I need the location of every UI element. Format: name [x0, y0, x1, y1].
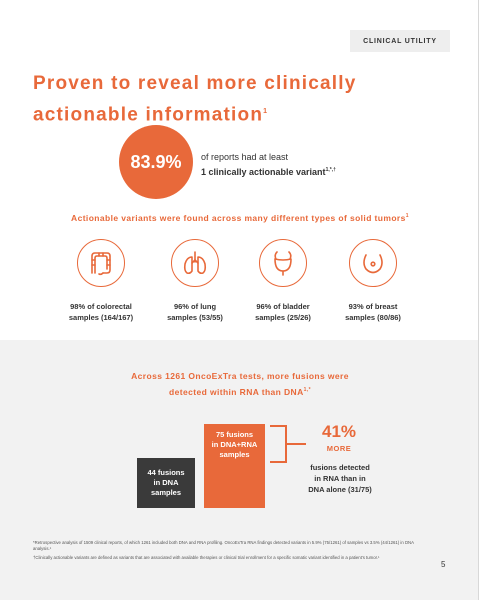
- main-stat-value: 83.9%: [130, 151, 182, 172]
- page-number: 5: [441, 560, 446, 569]
- fusions-title: Across 1261 OncoExTra tests, more fusion…: [131, 371, 349, 397]
- footnote-1: *Retrospective analysis of 1509 clinical…: [33, 540, 414, 552]
- colon-icon: [77, 239, 125, 287]
- dna-fusions-bar: 44 fusions in DNA samples: [137, 458, 195, 508]
- main-stat-text: of reports had at least 1 clinically act…: [201, 151, 401, 179]
- headline-ref: 1: [263, 108, 268, 115]
- tumor-bladder: 96% of bladder samples (25/26): [238, 239, 328, 323]
- headline-line-2: actionable information1: [33, 104, 268, 126]
- tumors-title: Actionable variants were found across ma…: [71, 213, 409, 223]
- tumor-lung-label: 96% of lung samples (53/55): [167, 302, 223, 322]
- tumor-breast-label: 93% of breast samples (80/86): [345, 302, 401, 322]
- tumor-breast: 93% of breast samples (80/86): [328, 239, 418, 323]
- fusion-increase-description: fusions detected in RNA than in DNA alon…: [308, 463, 372, 494]
- lungs-icon: [171, 239, 219, 287]
- fusions-title-ref: 1,*: [303, 387, 311, 393]
- footnote-2: †Clinically actionable variants are defi…: [33, 555, 380, 561]
- main-stat-line-2: 1 clinically actionable variant1,*,†: [201, 167, 336, 177]
- bladder-icon: [259, 239, 307, 287]
- footnotes: *Retrospective analysis of 1509 clinical…: [33, 540, 433, 565]
- section-tag: CLINICAL UTILITY: [350, 30, 450, 52]
- difference-bracket: [270, 425, 306, 463]
- headline-line-1: Proven to reveal more clinically: [33, 73, 357, 94]
- tumor-colorectal-label: 98% of colorectal samples (164/167): [68, 302, 134, 322]
- breast-icon: [349, 239, 397, 287]
- tumor-bladder-label: 96% of bladder samples (25/26): [255, 302, 311, 322]
- page-headline: Proven to reveal more clinically actiona…: [33, 70, 433, 129]
- tumor-lung: 96% of lung samples (53/55): [150, 239, 240, 323]
- rna-fusions-bar: 75 fusions in DNA+RNA samples: [204, 424, 265, 508]
- main-stat-ref: 1,*,†: [325, 167, 336, 173]
- fusion-increase-percent: 41%: [321, 422, 357, 441]
- main-stat-line-1: of reports had at least: [201, 152, 289, 162]
- main-stat-circle: 83.9%: [119, 125, 193, 199]
- tumors-title-ref: 1: [405, 213, 409, 220]
- fusion-increase-more: MORE: [326, 444, 352, 453]
- tumor-colorectal: 98% of colorectal samples (164/167): [56, 239, 146, 323]
